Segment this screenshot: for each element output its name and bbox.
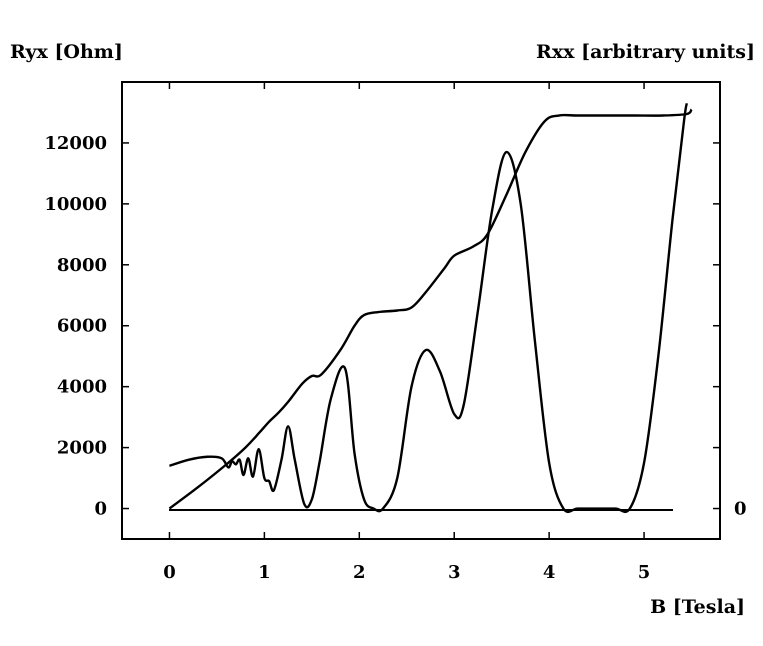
series-line-ryx [168,108,693,510]
x-tick-label: 1 [258,562,271,583]
plot-frame [121,81,721,540]
y-tick-label: 12000 [44,133,107,154]
left-axis-title: Ryx [Ohm] [10,41,123,63]
x-axis-title: B [Tesla] [650,596,745,618]
series-layer [168,103,693,514]
x-tick-label: 2 [353,562,366,583]
y-tick-label: 6000 [57,316,107,337]
x-tick-label: 5 [638,562,651,583]
right-tick-label: 0 [734,499,747,520]
right-axis-title: Rxx [arbitrary units] [536,41,755,63]
y-tick-label: 0 [94,499,107,520]
axis-ticks: 0 1 2 3 4 5 0 2000 4000 6000 8000 10000 12000 0 [44,82,747,583]
series-line-rxx [169,103,688,514]
y-tick-label: 2000 [57,438,107,459]
y-tick-label: 4000 [57,377,107,398]
x-tick-label: 3 [448,562,461,583]
y-tick-label: 8000 [57,255,107,276]
y-tick-label: 10000 [44,194,107,215]
x-tick-label: 0 [163,562,176,583]
x-tick-label: 4 [543,562,556,583]
